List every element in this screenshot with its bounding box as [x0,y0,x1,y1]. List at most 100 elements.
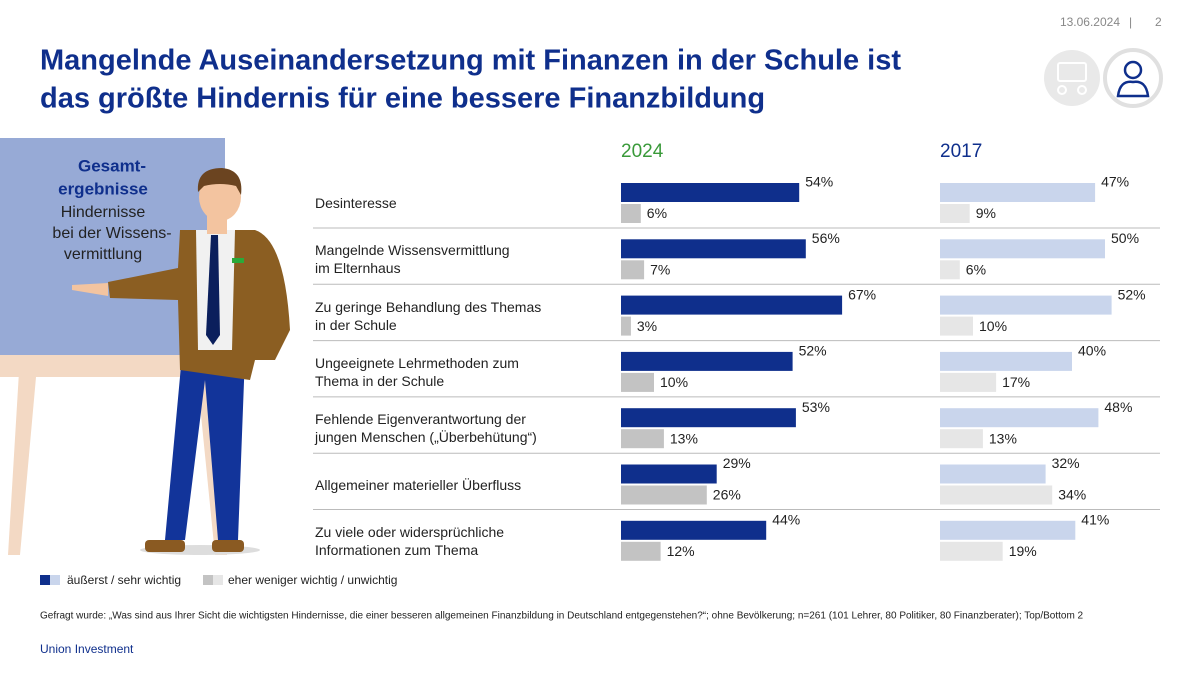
value-label: 48% [1104,399,1132,415]
legend-swatch [203,575,213,585]
icon-bg [1044,50,1100,106]
legend-label: eher weniger wichtig / unwichtig [228,573,397,587]
bar [621,204,641,223]
value-label: 13% [989,430,1017,446]
board-heading: Gesamt- [78,156,146,175]
value-label: 52% [799,343,827,359]
panel-title: 2017 [940,141,982,162]
bar [940,520,1076,540]
value-label: 29% [723,455,751,471]
category-label: Ungeeignete Lehrmethoden zum Thema in de… [315,354,519,389]
bar [940,295,1112,315]
value-label: 19% [1009,543,1037,559]
page-number: 2 [1155,15,1162,29]
bar [940,408,1099,428]
title-line: das größte Hindernis für eine bessere Fi… [40,83,765,115]
bar [621,295,843,315]
icon [1057,85,1067,95]
bar [621,429,664,449]
bar [621,260,645,280]
bar [940,372,997,392]
value-label: 10% [660,374,688,390]
icon [1116,80,1150,98]
value-label: 56% [812,230,840,246]
board-text: vermittlung [64,246,142,263]
category-label: Zu viele oder widersprüchliche Informati… [315,523,505,558]
value-label: 40% [1078,343,1106,359]
bar [621,372,654,392]
category-label: Fehlende Eigenverantwortung der jungen M… [315,411,537,446]
value-label: 32% [1052,455,1080,471]
person-badge [232,258,244,263]
value-label: 50% [1111,230,1139,246]
value-label: 54% [805,174,833,190]
board-text: bei der Wissens- [52,225,171,242]
bar [621,464,717,484]
brand: Union Investment [40,642,134,656]
icon [1077,85,1087,95]
value-label: 67% [848,286,876,302]
person-head [199,173,241,221]
value-label: 52% [1118,286,1146,302]
legend-swatch [40,575,50,585]
bar [940,485,1053,505]
bar [940,260,960,280]
value-label: 26% [713,487,741,503]
bar [940,429,983,449]
person-shoe [212,540,244,552]
bar [621,316,631,336]
title-line: Mangelnde Auseinandersetzung mit Finanze… [40,45,901,77]
category-label: Desinteresse [315,195,397,211]
value-label: 12% [667,543,695,559]
bar [940,464,1046,484]
bar [940,316,973,336]
bar [940,541,1003,561]
bar [621,351,793,371]
footnote: Gefragt wurde: „Was sind aus Ihrer Sicht… [40,611,1084,622]
value-label: 47% [1101,174,1129,190]
value-label: 6% [966,262,986,278]
board-frame [0,355,225,377]
separator: | [1129,15,1132,29]
bar [621,408,796,428]
icon [1057,62,1087,82]
board-heading: ergebnisse [58,179,148,198]
bar [940,183,1096,202]
value-label: 3% [637,318,657,334]
legend-swatch [50,575,60,585]
category-label: Allgemeiner materieller Überfluss [315,476,522,493]
category-label: Zu geringe Behandlung des Themas in der … [315,298,542,333]
category-label: Mangelnde Wissensvermittlung im Elternha… [315,242,510,277]
date: 13.06.2024 [1060,15,1120,29]
bar [621,541,661,561]
person-legs [165,355,245,540]
value-label: 17% [1002,374,1030,390]
value-label: 41% [1081,512,1109,528]
value-label: 6% [647,205,667,221]
value-label: 34% [1058,487,1086,503]
bar [940,239,1105,259]
board-text: Hindernisse [61,204,146,221]
value-label: 53% [802,399,830,415]
bar [621,485,707,505]
person-shoe [145,540,185,552]
bar [621,183,800,202]
bar [621,239,806,259]
icon [1123,60,1143,80]
person-hand [72,283,108,296]
bar [940,204,970,223]
value-label: 7% [650,262,670,278]
value-label: 13% [670,430,698,446]
legend-label: äußerst / sehr wichtig [67,573,181,587]
person-hair [197,168,242,195]
value-label: 10% [979,318,1007,334]
bar [940,351,1072,371]
value-label: 9% [976,205,996,221]
person-tie [206,235,220,345]
value-label: 44% [772,512,800,528]
legend-swatch [213,575,223,585]
bar [621,520,767,540]
panel-title: 2024 [621,141,664,162]
